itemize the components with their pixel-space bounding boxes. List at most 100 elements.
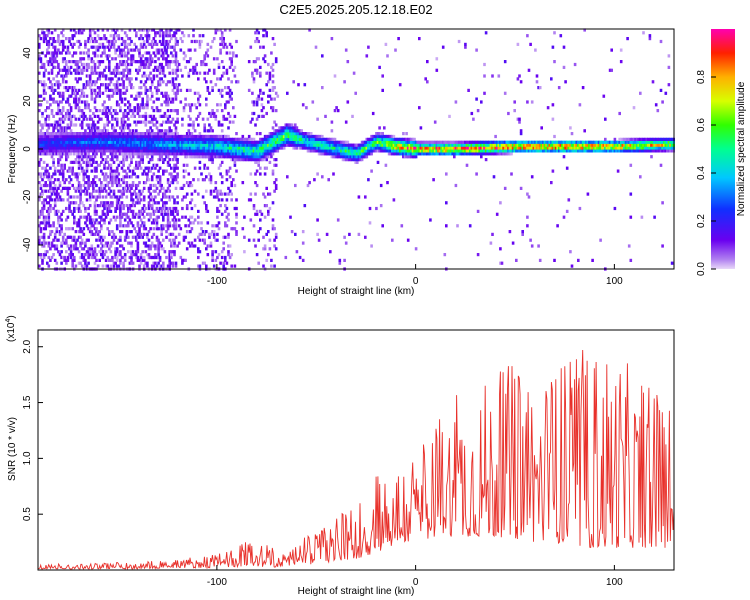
spectrogram-cell	[128, 134, 132, 139]
spectrogram-cell	[73, 97, 76, 101]
spectrogram-cell	[259, 152, 262, 156]
spectrogram-cell	[381, 137, 384, 141]
spectrogram-cell	[115, 123, 119, 127]
spectrogram-cell	[155, 152, 159, 156]
spectrogram-cell	[103, 204, 106, 208]
spectrogram-cell	[162, 152, 165, 156]
spectrogram-cell	[120, 120, 124, 124]
spectrogram-cell	[163, 45, 167, 49]
spectrogram-cell	[174, 206, 178, 211]
spectrogram-cell	[332, 137, 335, 141]
spectrogram-cell	[173, 31, 176, 35]
spectrogram-cell	[98, 94, 101, 98]
spectrogram-cell	[119, 215, 122, 219]
spectrogram-cell	[162, 80, 165, 84]
spectrogram-cell	[55, 152, 59, 156]
spectrogram-cell	[82, 83, 86, 87]
spectrogram-cell	[206, 166, 210, 170]
spectrogram-cell	[205, 152, 208, 156]
spectrogram-cell	[155, 255, 159, 260]
spectrogram-cell	[168, 163, 171, 167]
spectrogram-cell	[220, 60, 224, 64]
spectrogram-cell	[343, 158, 346, 162]
spectrogram-cell	[49, 134, 52, 139]
spectrogram-cell	[209, 241, 213, 245]
spectrogram-cell	[381, 140, 384, 144]
spectrogram-cell	[376, 143, 380, 147]
spectrogram-cell	[184, 149, 187, 153]
spectrogram-cell	[63, 258, 66, 262]
spectrogram-cell	[66, 227, 70, 231]
spectrogram-cell	[190, 227, 194, 231]
spectrogram-cell	[135, 97, 138, 101]
spectrogram-cell	[330, 155, 334, 159]
spectrogram-cell	[160, 132, 163, 136]
spectrogram-cell	[160, 212, 163, 216]
spectrogram-cell	[405, 149, 408, 153]
spectrogram-cell	[119, 221, 122, 225]
spectrogram-cell	[80, 109, 84, 113]
spectrogram-cell	[80, 201, 84, 205]
spectrogram-cell	[122, 140, 125, 144]
spectrogram-cell	[39, 255, 43, 260]
spectrogram-cell	[200, 227, 203, 231]
spectrogram-cell	[50, 192, 54, 196]
spectrogram-cell	[115, 120, 119, 124]
spectrogram-cell	[185, 137, 189, 141]
spectrogram-cell	[384, 42, 388, 46]
spectrogram-cell	[427, 152, 431, 156]
spectrogram-cell	[141, 149, 144, 153]
spectrogram-cell	[57, 48, 60, 52]
spectrogram-cell	[406, 140, 410, 144]
spectrogram-cell	[112, 264, 116, 268]
spectrogram-cell	[130, 186, 133, 190]
spectrogram-cell	[357, 143, 361, 147]
spectrogram-cell	[209, 232, 213, 236]
spectrogram-cell	[42, 235, 46, 239]
spectrogram-cell	[114, 261, 117, 265]
spectrogram-cell	[49, 152, 52, 156]
spectrogram-cell	[375, 137, 378, 141]
spectrogram-cell	[177, 140, 181, 144]
spectrogram-cell	[71, 146, 74, 150]
spectrogram-cell	[108, 83, 111, 87]
spectrogram-cell	[170, 37, 173, 41]
spectrogram-cell	[176, 160, 179, 164]
spectrogram-cell	[136, 198, 140, 202]
spectrogram-cell	[47, 114, 51, 118]
spectrogram-cell	[281, 129, 284, 133]
spectrogram-cell	[90, 218, 94, 222]
spectrogram-cell	[74, 68, 78, 72]
spectrogram-cell	[98, 137, 101, 141]
spectrogram-cell	[101, 149, 105, 153]
spectrogram-cell	[197, 155, 200, 159]
spectrogram-cell	[400, 152, 404, 156]
spectrogram-cell	[230, 91, 233, 95]
spectrogram-cell	[211, 158, 214, 162]
spectrogram-cell	[52, 172, 55, 176]
spectrogram-cell	[179, 68, 183, 72]
spectrogram-cell	[189, 149, 192, 153]
spectrogram-cell	[206, 140, 210, 144]
spectrogram-cell	[171, 137, 175, 141]
spectrogram-cell	[259, 71, 262, 75]
spectrogram-cell	[319, 143, 322, 147]
spectrogram-cell	[66, 109, 70, 113]
spectrogram-cell	[66, 192, 70, 196]
spectrogram-cell	[379, 137, 383, 141]
spectrogram-cell	[294, 132, 297, 136]
spectrogram-cell	[400, 146, 404, 150]
spectrogram-cell	[162, 192, 165, 196]
spectrogram-cell	[203, 129, 206, 133]
spectrogram-cell	[100, 235, 103, 239]
spectrogram-cell	[282, 129, 286, 133]
spectrogram-cell	[73, 140, 76, 144]
spectrogram-cell	[57, 129, 60, 133]
spectrogram-cell	[217, 146, 221, 150]
spectrogram-cell	[265, 34, 268, 38]
spectrogram-cell	[92, 149, 95, 153]
spectrogram-cell	[80, 123, 84, 127]
spectrogram-cell	[122, 155, 125, 159]
spectrogram-cell	[359, 158, 362, 162]
spectrogram-cell	[120, 126, 124, 130]
